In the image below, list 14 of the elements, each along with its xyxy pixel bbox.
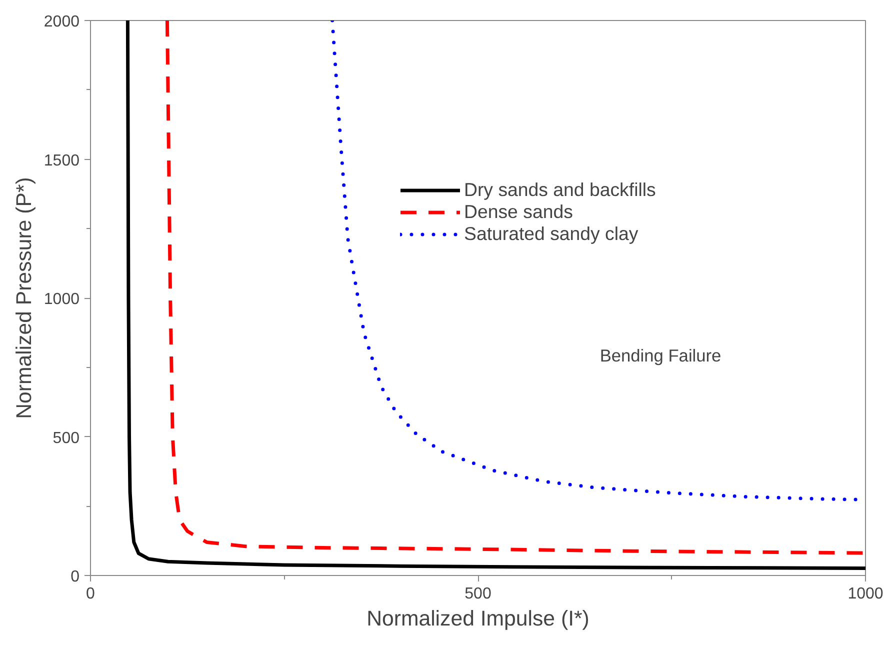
- x-tick-label: 1000: [848, 586, 884, 602]
- y-tick-label: 0: [70, 568, 80, 586]
- x-axis-title: Normalized Impulse (I*): [366, 606, 590, 630]
- legend-label: Dense sands: [464, 201, 573, 223]
- x-tick-label: 0: [86, 586, 96, 602]
- annotation: Bending Failure: [600, 346, 722, 366]
- y-tick-label: 1500: [44, 152, 80, 170]
- x-tick-label: 500: [464, 586, 492, 602]
- y-tick-label: 2000: [44, 14, 80, 30]
- y-tick-label: 500: [52, 430, 80, 447]
- y-tick-label: 1000: [44, 291, 80, 308]
- legend-label: Dry sands and backfills: [464, 179, 656, 201]
- y-axis-title: Normalized Pressure (P*): [12, 177, 36, 419]
- legend-label: Saturated sandy clay: [464, 223, 638, 245]
